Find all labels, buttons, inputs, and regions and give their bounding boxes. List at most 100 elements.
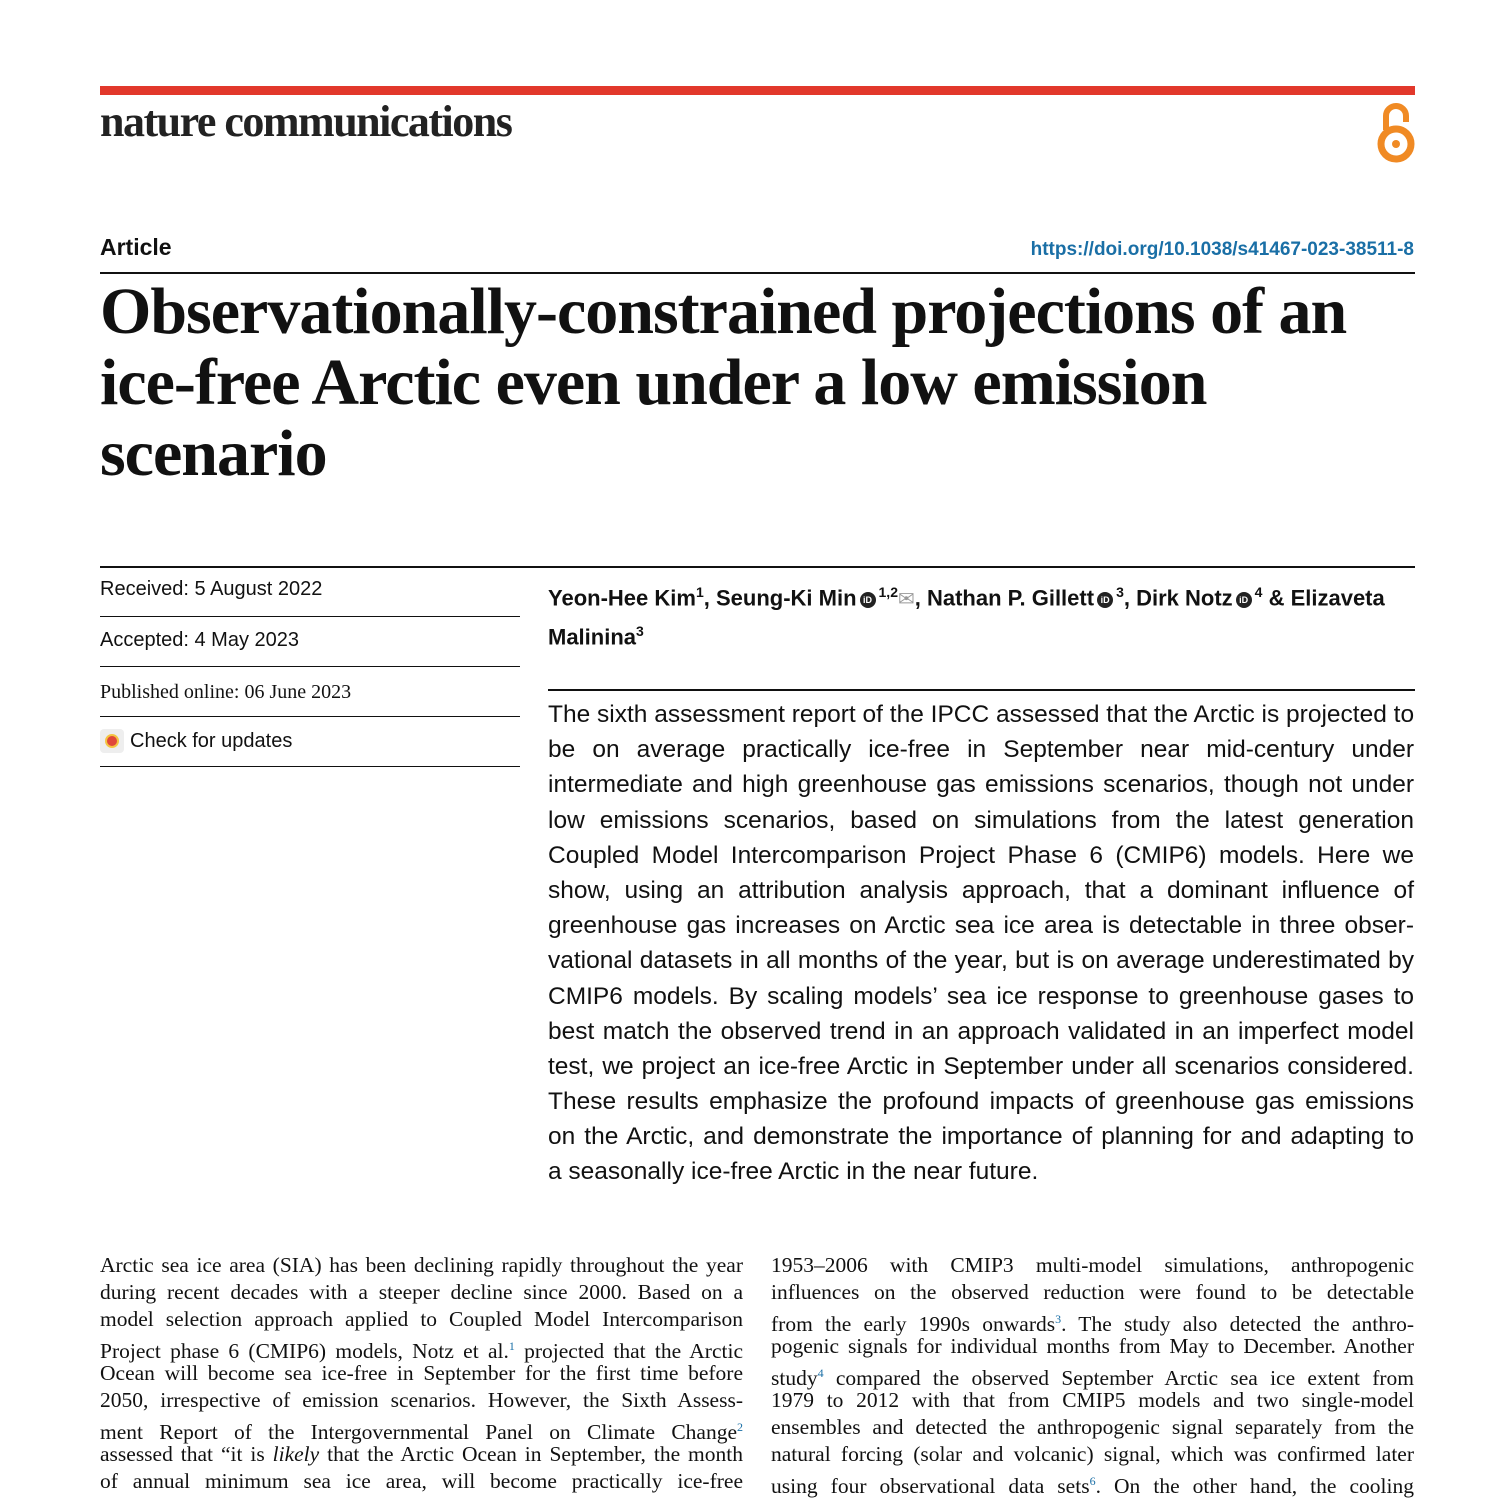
article-type: Article — [100, 234, 172, 260]
divider — [100, 272, 1415, 274]
text-segment: CMIP6 models. By scaling models’ sea ice… — [548, 982, 1414, 1010]
text-line: CMIP6 models. By scaling models’ sea ice… — [548, 979, 1414, 1014]
emphasis-text: likely — [272, 1442, 320, 1466]
text-line: show, using an attribution analysis appr… — [548, 873, 1414, 908]
text-line: vational datasets in all months of the y… — [548, 943, 1414, 978]
text-line: Arctic sea ice area (SIA) has been decli… — [100, 1252, 743, 1279]
text-segment: influences on the observed reduction wer… — [771, 1280, 1414, 1304]
author-affiliation: 1 — [695, 584, 704, 600]
text-segment: model selection approach applied to Coup… — [100, 1307, 743, 1331]
divider — [100, 716, 520, 717]
text-segment: be on average practically ice-free in Se… — [548, 736, 1414, 764]
reference-link[interactable]: 2 — [737, 1420, 743, 1434]
text-line: test, we project an ice-free Arctic in S… — [548, 1049, 1414, 1084]
text-segment: ment Report of the Intergovernmental Pan… — [100, 1420, 737, 1445]
text-segment: . The study also detected the anthro- — [1061, 1312, 1414, 1337]
text-line: Project phase 6 (CMIP6) models, Notz et … — [100, 1333, 743, 1364]
reference-link[interactable]: 6 — [1089, 1474, 1096, 1488]
text-segment: using four observational data sets — [771, 1474, 1090, 1499]
divider — [100, 566, 1415, 568]
text-segment: natural forcing (solar and volcanic) sig… — [771, 1442, 1414, 1466]
text-segment: Arctic sea ice area (SIA) has been decli… — [100, 1253, 743, 1277]
text-line: best match the observed trend in an appr… — [548, 1014, 1414, 1049]
open-access-lock-icon — [1377, 103, 1415, 163]
author-separator: , — [1123, 585, 1137, 611]
text-segment: ensembles and detected the anthropogenic… — [771, 1415, 1414, 1439]
text-segment: Coupled Model Intercomparison Project Ph… — [548, 841, 1414, 869]
text-segment: a seasonally ice-free Arctic in the near… — [548, 1158, 1039, 1186]
divider — [100, 666, 520, 667]
check-updates-icon — [100, 729, 124, 753]
reference-link[interactable]: 4 — [817, 1366, 824, 1380]
body-column-left: Arctic sea ice area (SIA) has been decli… — [100, 1252, 743, 1495]
author-affiliation: 1,2 — [878, 584, 898, 600]
text-segment: Ocean will become sea ice-free in Septem… — [100, 1361, 743, 1385]
journal-accent-bar — [100, 86, 1415, 95]
text-line: pogenic signals for individual months fr… — [771, 1333, 1414, 1360]
divider — [100, 616, 520, 617]
text-line: study4 compared the observed September A… — [771, 1360, 1414, 1391]
reference-link[interactable]: 1 — [508, 1339, 515, 1353]
accepted-date: Accepted: 4 May 2023 — [100, 629, 300, 651]
orcid-icon[interactable]: iD — [1097, 592, 1114, 609]
text-segment: vational datasets in all months of the y… — [548, 947, 1414, 975]
text-segment: pogenic signals for individual months fr… — [771, 1334, 1414, 1358]
text-line: The sixth assessment report of the IPCC … — [548, 697, 1414, 732]
text-line: ment Report of the Intergovernmental Pan… — [100, 1414, 743, 1445]
orcid-icon[interactable]: iD — [1235, 592, 1252, 609]
text-line: intermediate and high greenhouse gas emi… — [548, 767, 1414, 802]
author-list: Yeon-Hee Kim1, Seung-Ki Min iD1,2✉, Natha… — [548, 576, 1418, 654]
author-separator: , — [703, 585, 716, 611]
text-line: on the Arctic, and demonstrate the impor… — [548, 1119, 1414, 1154]
author-affiliation: 4 — [1254, 584, 1263, 600]
orcid-icon[interactable]: iD — [859, 592, 876, 609]
text-line: 1979 to 2012 with that from CMIP5 models… — [771, 1387, 1414, 1414]
text-segment: study — [771, 1366, 818, 1391]
published-date: Published online: 06 June 2023 — [100, 681, 352, 703]
text-line: a seasonally ice-free Arctic in the near… — [548, 1154, 1414, 1189]
author-separator: & — [1262, 585, 1291, 611]
author-affiliation: 3 — [1116, 584, 1124, 600]
text-segment: that the Arctic Ocean in September, the … — [319, 1442, 743, 1466]
check-for-updates-button[interactable]: Check for updates — [100, 729, 292, 753]
text-segment: Project phase 6 (CMIP6) models, Notz et … — [100, 1339, 509, 1364]
text-segment: The sixth assessment report of the IPCC … — [548, 701, 1415, 728]
text-line: natural forcing (solar and volcanic) sig… — [771, 1441, 1414, 1468]
text-line: Ocean will become sea ice-free in Septem… — [100, 1360, 743, 1387]
text-segment: test, we project an ice-free Arctic in S… — [548, 1052, 1414, 1080]
body-column-right: 1953–2006 with CMIP3 multi-model simulat… — [771, 1252, 1414, 1499]
author-name[interactable]: Seung-Ki Min — [715, 585, 857, 611]
text-segment: projected that the Arctic — [514, 1339, 743, 1364]
author-name[interactable]: Yeon-Hee Kim — [548, 585, 696, 611]
received-date: Received: 5 August 2022 — [100, 578, 323, 600]
text-segment: from the early 1990s onwards — [771, 1312, 1056, 1337]
author-name[interactable]: Nathan P. Gillett — [926, 585, 1095, 611]
text-segment: These results emphasize the profound imp… — [548, 1088, 1414, 1116]
text-segment: on the Arctic, and demonstrate the impor… — [548, 1123, 1414, 1151]
text-segment: low emissions scenarios, based on simula… — [548, 806, 1414, 834]
text-segment: 1953–2006 with CMIP3 multi-model simulat… — [771, 1253, 1414, 1277]
text-segment: show, using an attribution analysis appr… — [548, 876, 1414, 904]
text-segment: best match the observed trend in an appr… — [548, 1017, 1414, 1045]
text-line: 2050, irrespective of emission scenarios… — [100, 1387, 743, 1414]
text-segment: compared the observed September Arctic s… — [823, 1366, 1414, 1391]
text-line: assessed that “it is likely that the Arc… — [100, 1441, 743, 1468]
check-updates-label: Check for updates — [130, 729, 293, 752]
text-line: from the early 1990s onwards3. The study… — [771, 1306, 1414, 1337]
text-line: of annual minimum sea ice area, will bec… — [100, 1468, 743, 1495]
author-separator: , — [914, 585, 927, 611]
text-segment: intermediate and high greenhouse gas emi… — [548, 771, 1414, 799]
text-line: 1953–2006 with CMIP3 multi-model simulat… — [771, 1252, 1414, 1279]
text-line: influences on the observed reduction wer… — [771, 1279, 1414, 1306]
doi-link[interactable]: https://doi.org/10.1038/s41467-023-38511… — [1030, 239, 1414, 260]
author-name[interactable]: Elizaveta Malinina — [548, 585, 1385, 650]
text-segment: of annual minimum sea ice area, will bec… — [100, 1469, 743, 1493]
divider — [100, 766, 520, 767]
email-icon[interactable]: ✉ — [897, 588, 915, 611]
text-line: using four observational data sets6. On … — [771, 1468, 1414, 1499]
divider — [548, 689, 1415, 691]
reference-link[interactable]: 3 — [1055, 1312, 1062, 1326]
author-name[interactable]: Dirk Notz — [1136, 585, 1233, 611]
abstract: The sixth assessment report of the IPCC … — [548, 697, 1414, 1190]
